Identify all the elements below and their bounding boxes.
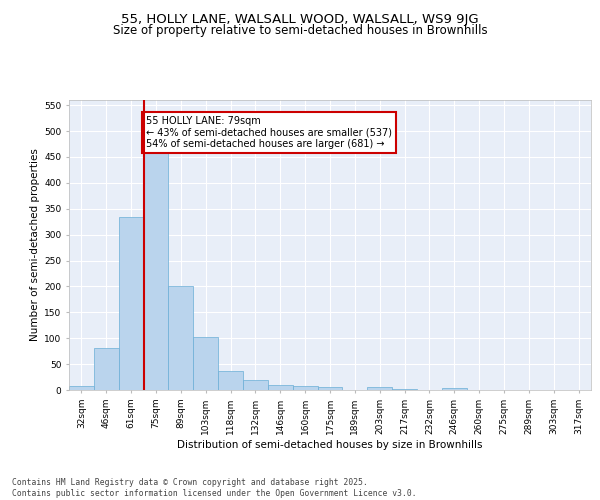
Text: Size of property relative to semi-detached houses in Brownhills: Size of property relative to semi-detach… — [113, 24, 487, 37]
Y-axis label: Number of semi-detached properties: Number of semi-detached properties — [30, 148, 40, 342]
X-axis label: Distribution of semi-detached houses by size in Brownhills: Distribution of semi-detached houses by … — [177, 440, 483, 450]
Text: 55 HOLLY LANE: 79sqm
← 43% of semi-detached houses are smaller (537)
54% of semi: 55 HOLLY LANE: 79sqm ← 43% of semi-detac… — [146, 116, 392, 148]
Bar — [317, 388, 343, 390]
Bar — [94, 348, 119, 390]
Bar — [293, 386, 317, 390]
Bar — [442, 388, 467, 390]
Text: 55, HOLLY LANE, WALSALL WOOD, WALSALL, WS9 9JG: 55, HOLLY LANE, WALSALL WOOD, WALSALL, W… — [121, 12, 479, 26]
Text: Contains HM Land Registry data © Crown copyright and database right 2025.
Contai: Contains HM Land Registry data © Crown c… — [12, 478, 416, 498]
Bar — [143, 154, 169, 390]
Bar — [193, 337, 218, 390]
Bar — [119, 216, 143, 390]
Bar — [268, 386, 293, 390]
Bar — [243, 380, 268, 390]
Bar — [69, 386, 94, 390]
Bar — [218, 371, 243, 390]
Bar — [169, 286, 193, 390]
Bar — [367, 388, 392, 390]
